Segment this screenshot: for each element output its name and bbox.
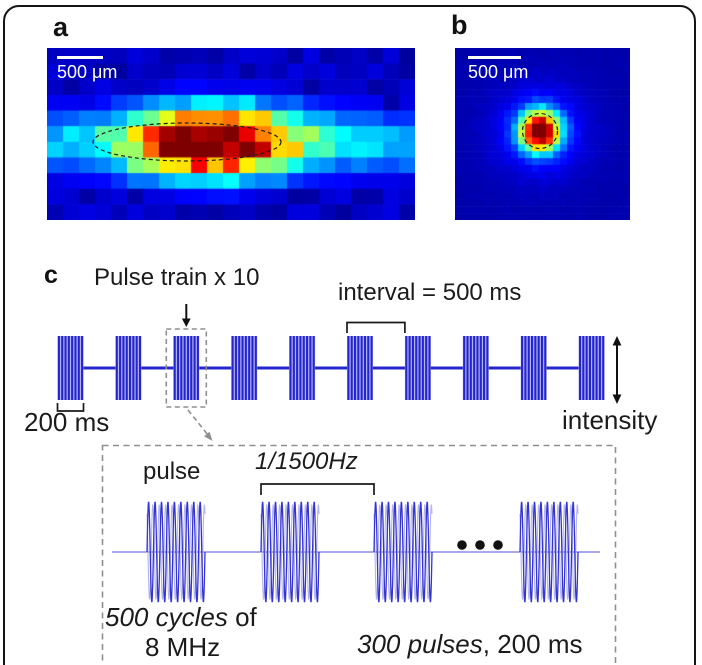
pulse-train xyxy=(404,336,431,400)
interval-bracket xyxy=(346,321,406,333)
focus-contour-ellipse xyxy=(92,122,282,162)
prf-period-label: 1/1500Hz xyxy=(255,448,358,475)
pulses-label: 300 pulses, 200 ms xyxy=(357,629,583,659)
interval-label: interval = 500 ms xyxy=(338,279,522,306)
scalebar-label: 500 μm xyxy=(468,62,529,82)
intensity-axis-arrow xyxy=(612,336,622,404)
panel-b-label: b xyxy=(451,10,468,40)
carrier-frequency-label: 8 MHz xyxy=(145,632,221,662)
scalebar-line xyxy=(57,56,103,59)
pulse-train xyxy=(578,336,605,400)
duration-bracket xyxy=(56,403,85,412)
train-selection-box xyxy=(165,328,208,408)
pulse-train xyxy=(462,336,489,400)
focus-contour-circle xyxy=(521,112,559,150)
panel-c-label: c xyxy=(44,261,58,289)
panel-a-label: a xyxy=(53,12,69,42)
prf-bracket xyxy=(260,483,375,495)
train-pointer-arrow xyxy=(181,304,191,327)
train-duration-label: 200 ms xyxy=(24,407,110,437)
pulse-train xyxy=(231,336,258,400)
pulse-burst-waveform xyxy=(112,501,600,603)
panel-a-heatmap xyxy=(47,48,415,220)
pulses-label-italic: 300 pulses xyxy=(357,629,483,659)
scalebar-line xyxy=(468,56,521,59)
zoom-connector-arrow xyxy=(187,409,213,441)
intensity-axis-label: intensity xyxy=(562,405,658,435)
ellipsis-dots xyxy=(457,540,503,550)
pulse-train xyxy=(347,336,373,400)
pulse-label: pulse xyxy=(143,458,201,485)
pulse-train xyxy=(289,336,316,400)
pulse-train xyxy=(57,336,84,400)
panel-a-scalebar: 500 μm xyxy=(57,56,117,83)
inset-box xyxy=(101,444,617,665)
figure-border xyxy=(3,5,696,665)
cycles-label: 500 cycles of xyxy=(105,602,257,632)
panel-b-scalebar: 500 μm xyxy=(468,56,528,83)
pulse-train xyxy=(520,336,547,400)
scalebar-label: 500 μm xyxy=(57,62,118,82)
pulse-train-label: Pulse train x 10 xyxy=(94,264,260,291)
pulse-train xyxy=(173,336,200,400)
pulse-train xyxy=(115,336,142,400)
cycles-label-italic: 500 cycles xyxy=(105,602,228,632)
panel-b-heatmap xyxy=(455,48,630,220)
pulse-train-waveform xyxy=(57,336,605,400)
cycles-label-regular: of xyxy=(227,602,257,632)
pulses-label-regular: , 200 ms xyxy=(482,629,583,659)
